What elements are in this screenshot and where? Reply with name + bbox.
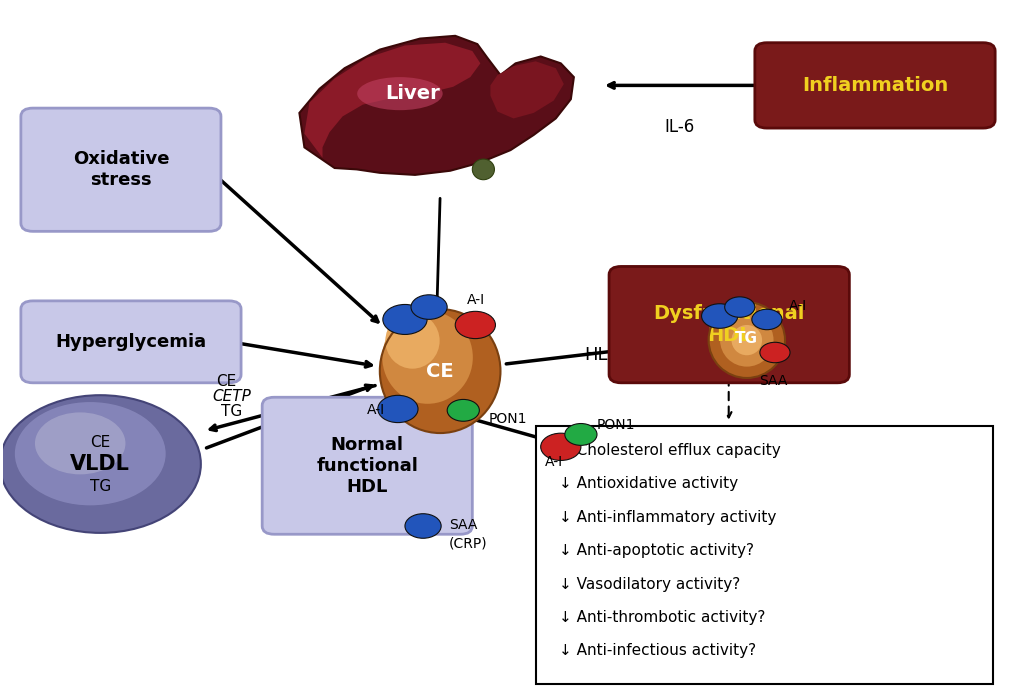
Text: A-I: A-I: [467, 293, 485, 307]
Text: CE: CE: [90, 434, 110, 450]
Text: CETP: CETP: [212, 389, 252, 404]
Ellipse shape: [383, 305, 427, 335]
Polygon shape: [299, 36, 574, 175]
Text: TG: TG: [735, 331, 758, 346]
Ellipse shape: [565, 423, 596, 446]
Text: Hyperglycemia: Hyperglycemia: [56, 333, 206, 351]
Ellipse shape: [472, 159, 494, 180]
Ellipse shape: [411, 295, 447, 319]
Ellipse shape: [382, 311, 473, 404]
Ellipse shape: [380, 309, 500, 433]
Text: PON1: PON1: [596, 418, 636, 432]
Ellipse shape: [405, 514, 441, 539]
Ellipse shape: [720, 314, 773, 366]
Text: ↓ Anti-apoptotic activity?: ↓ Anti-apoptotic activity?: [559, 543, 754, 558]
Text: Inflammation: Inflammation: [802, 76, 948, 95]
Text: HL: HL: [584, 346, 608, 364]
Text: SAA: SAA: [449, 518, 477, 532]
Text: ↓ Anti-thrombotic activity?: ↓ Anti-thrombotic activity?: [559, 610, 765, 625]
Text: CE: CE: [427, 362, 454, 380]
FancyBboxPatch shape: [21, 301, 241, 383]
Ellipse shape: [0, 395, 201, 533]
FancyBboxPatch shape: [262, 397, 472, 534]
Text: ↓ Cholesterol efflux capacity: ↓ Cholesterol efflux capacity: [559, 443, 780, 458]
FancyBboxPatch shape: [609, 266, 849, 383]
Ellipse shape: [385, 313, 440, 369]
Text: IL-6: IL-6: [664, 118, 695, 136]
Text: A-I: A-I: [367, 403, 385, 417]
Ellipse shape: [732, 325, 762, 355]
Text: TG: TG: [90, 479, 111, 493]
Text: ↓ Anti-inflammatory activity: ↓ Anti-inflammatory activity: [559, 509, 776, 525]
Ellipse shape: [15, 402, 166, 505]
Text: CE: CE: [216, 374, 237, 389]
Text: Liver: Liver: [385, 84, 441, 103]
Ellipse shape: [455, 312, 495, 339]
Text: A-I: A-I: [545, 455, 563, 469]
Ellipse shape: [447, 400, 479, 421]
Text: ↓ Antioxidative activity: ↓ Antioxidative activity: [559, 476, 738, 491]
Text: TG: TG: [221, 404, 243, 419]
FancyBboxPatch shape: [21, 108, 221, 231]
Polygon shape: [490, 61, 564, 119]
FancyBboxPatch shape: [536, 426, 993, 684]
Text: ↓ Anti-infectious activity?: ↓ Anti-infectious activity?: [559, 643, 756, 659]
FancyBboxPatch shape: [755, 43, 995, 128]
Text: Normal
functional
HDL: Normal functional HDL: [316, 436, 419, 496]
Text: A-I: A-I: [789, 298, 807, 313]
Ellipse shape: [35, 412, 125, 475]
Text: SAA: SAA: [759, 375, 788, 389]
Text: Dysfunctional
HDL: Dysfunctional HDL: [653, 304, 805, 345]
Polygon shape: [304, 43, 480, 158]
Ellipse shape: [357, 77, 443, 110]
Ellipse shape: [752, 310, 782, 330]
Text: (CRP): (CRP): [449, 536, 488, 550]
Ellipse shape: [541, 433, 581, 460]
Ellipse shape: [725, 297, 755, 317]
Text: PON1: PON1: [488, 412, 527, 425]
Text: Oxidative
stress: Oxidative stress: [73, 151, 169, 189]
Ellipse shape: [378, 396, 418, 423]
Ellipse shape: [760, 342, 790, 363]
Text: ↓ Vasodilatory activity?: ↓ Vasodilatory activity?: [559, 577, 740, 591]
Ellipse shape: [702, 304, 738, 328]
Text: VLDL: VLDL: [71, 454, 130, 474]
Ellipse shape: [709, 303, 785, 378]
